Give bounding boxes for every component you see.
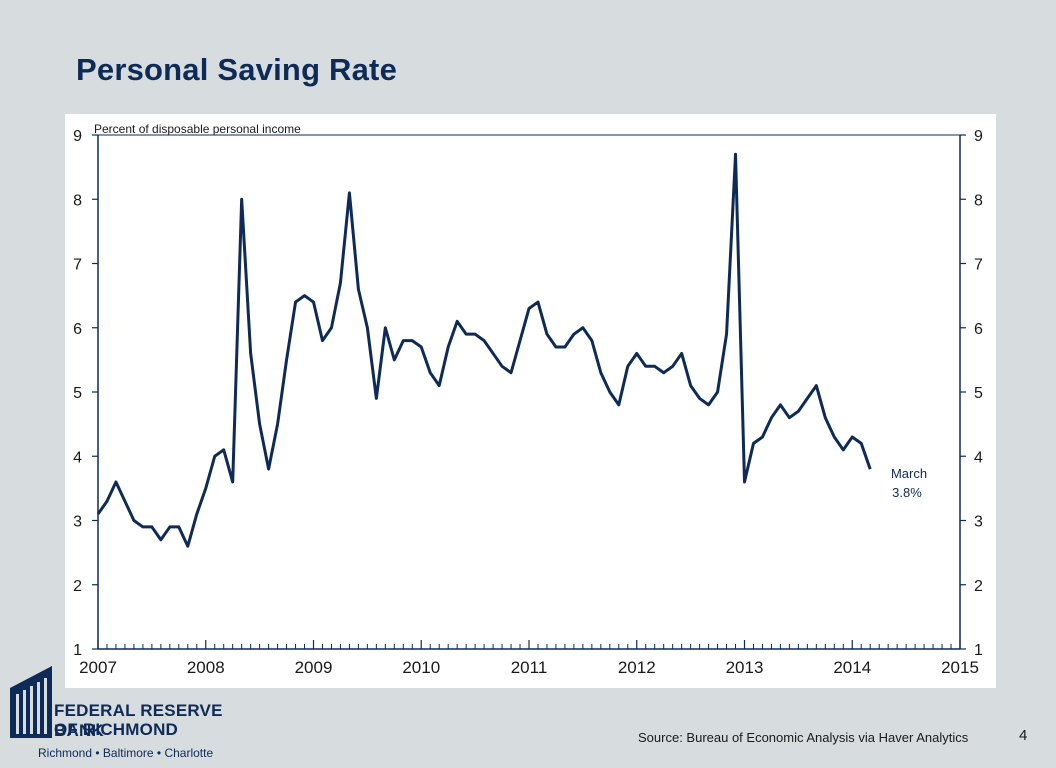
y-axis-label: Percent of disposable personal income (94, 122, 301, 136)
y-tick-right-label: 7 (974, 257, 983, 274)
y-tick-left-label: 5 (73, 385, 82, 402)
x-tick-label: 2012 (618, 658, 656, 677)
y-tick-right-label: 4 (974, 449, 983, 466)
page-number: 4 (1019, 727, 1028, 744)
x-tick-label: 2010 (402, 658, 440, 677)
annotation-value: 3.8% (892, 485, 922, 500)
y-tick-left-label: 9 (73, 128, 82, 145)
annotation-month: March (891, 466, 927, 481)
x-tick-label: 2013 (726, 658, 764, 677)
x-tick-label: 2007 (79, 658, 117, 677)
saving-rate-chart: Percent of disposable personal income 12… (73, 122, 983, 677)
x-tick-label: 2014 (833, 658, 871, 677)
x-tick-label: 2015 (941, 658, 979, 677)
y-tick-left-label: 6 (73, 321, 82, 338)
y-tick-right-label: 6 (974, 321, 983, 338)
y-ticks-right: 1 2 3 4 5 6 7 8 9 (960, 128, 983, 659)
logo-line-2: OF RICHMOND (54, 720, 179, 739)
y-ticks-left: 1 2 3 4 5 6 7 8 9 (73, 128, 98, 659)
logo-line-1: FEDERAL RESERVE BANK (54, 701, 223, 740)
x-tick-label: 2009 (295, 658, 333, 677)
y-tick-left-label: 3 (73, 514, 82, 531)
y-tick-right-label: 9 (974, 128, 983, 145)
series-line-saving-rate (96, 152, 872, 548)
source-note: Source: Bureau of Economic Analysis via … (638, 730, 969, 745)
y-tick-left-label: 8 (73, 192, 82, 209)
y-tick-left-label: 2 (73, 578, 82, 595)
slide-title: Personal Saving Rate (76, 52, 398, 87)
x-tick-label: 2011 (511, 658, 548, 677)
y-tick-left-label: 1 (73, 642, 82, 659)
y-tick-right-label: 1 (974, 642, 983, 659)
frb-richmond-logo: FEDERAL RESERVE BANK OF RICHMOND Richmon… (8, 666, 228, 762)
y-tick-right-label: 2 (974, 578, 983, 595)
x-ticks: 2007 2008 2009 2010 2011 2012 2013 2014 2015 (79, 640, 979, 677)
logo-cities: Richmond • Baltimore • Charlotte (38, 746, 214, 760)
frb-building-icon (10, 666, 52, 738)
x-tick-label: 2008 (187, 658, 225, 677)
y-tick-left-label: 4 (73, 449, 82, 466)
y-tick-right-label: 8 (974, 192, 983, 209)
y-tick-right-label: 3 (974, 514, 983, 531)
y-tick-right-label: 5 (974, 385, 983, 402)
y-tick-left-label: 7 (73, 257, 82, 274)
